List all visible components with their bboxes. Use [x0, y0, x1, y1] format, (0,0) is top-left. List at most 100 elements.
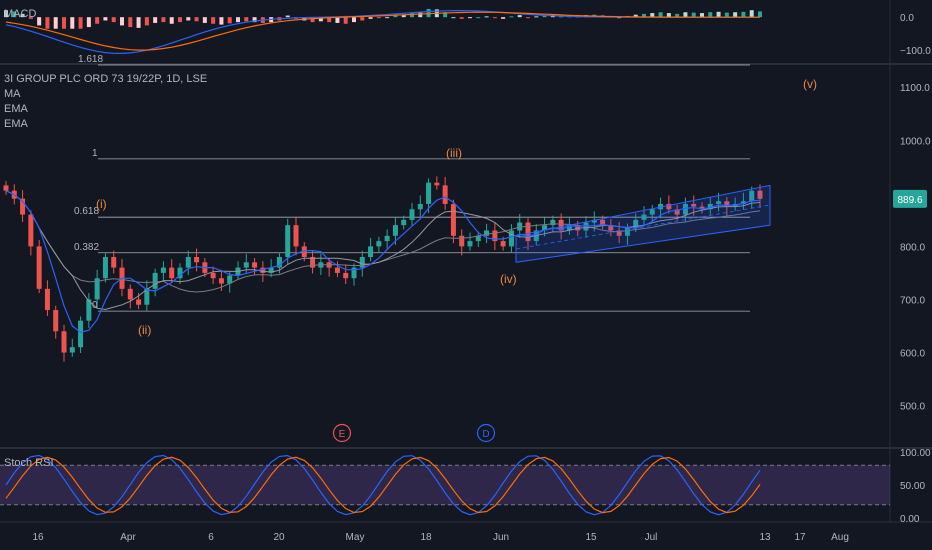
stoch-tick-label: 0.00: [900, 514, 920, 525]
candle-body: [243, 262, 249, 268]
candle-body: [426, 182, 432, 204]
candle-body: [169, 267, 175, 279]
stoch-rsi-label: Stoch RSI: [4, 457, 54, 469]
macd-histogram-bar: [86, 17, 91, 28]
price-tick-label: 500.0: [900, 402, 925, 413]
candle-body: [44, 288, 50, 311]
macd-histogram-bar: [211, 17, 216, 24]
candle-body: [724, 201, 730, 207]
macd-label: MACD: [4, 8, 37, 20]
candle-body: [301, 246, 307, 257]
candle-body: [707, 203, 713, 210]
price-tick-label: 1000.0: [900, 136, 931, 147]
candle-body: [368, 246, 374, 257]
candle-body: [401, 219, 407, 226]
event-marker: [332, 423, 352, 443]
candle-body: [757, 190, 763, 199]
macd-histogram-bar: [352, 17, 356, 23]
macd-histogram-bar: [666, 13, 671, 18]
candle-body: [600, 219, 606, 226]
fib-level-label: 0.618: [74, 206, 99, 217]
macd-histogram-bar: [451, 17, 456, 19]
macd-histogram-bar: [169, 17, 174, 24]
candle-body: [285, 225, 291, 257]
candle-body: [111, 257, 117, 268]
macd-histogram-bar: [343, 17, 348, 24]
macd-histogram-bar: [633, 14, 638, 18]
candle-body: [86, 299, 92, 321]
macd-histogram-bar: [327, 17, 332, 23]
macd-histogram-bar: [426, 8, 431, 18]
channel-midline: [515, 204, 771, 250]
event-marker-letter: D: [482, 429, 489, 440]
candle-body: [260, 267, 266, 273]
candle-body: [78, 320, 84, 348]
macd-histogram-bar: [128, 17, 133, 28]
candle-body: [682, 203, 688, 215]
macd-histogram-bar: [700, 13, 704, 18]
wave-label: (i): [96, 197, 107, 211]
fib-level-label: 0.382: [74, 242, 99, 253]
candle-body: [102, 257, 108, 279]
candle-body: [310, 257, 316, 268]
time-tick-label: Jul: [645, 532, 658, 543]
macd-histogram-bar: [95, 17, 100, 24]
macd-histogram-bar: [517, 15, 522, 18]
candle-body: [53, 310, 59, 332]
macd-histogram-bar: [376, 17, 381, 19]
candle-body: [641, 214, 647, 220]
ema2-label: EMA: [4, 118, 28, 130]
candle-body: [740, 201, 746, 204]
candle-body: [351, 267, 357, 279]
macd-histogram-bar: [227, 17, 232, 24]
macd-histogram-bar: [733, 12, 738, 18]
candle-body: [69, 347, 75, 353]
ema1-label: EMA: [4, 103, 28, 115]
candle-body: [177, 267, 183, 279]
candle-body: [392, 225, 398, 236]
symbol-title: 3I GROUP PLC ORD 73 19/22P, 1D, LSE: [4, 73, 208, 85]
last-price-label: 889.6: [897, 195, 922, 206]
macd-histogram-bar: [716, 11, 721, 18]
macd-histogram-bar: [526, 17, 530, 19]
candle-body: [450, 203, 456, 236]
candle-body: [674, 209, 680, 215]
fib-level-label: 1: [92, 148, 98, 159]
candle-body: [624, 227, 630, 236]
macd-histogram-bar: [194, 17, 199, 22]
macd-histogram-bar: [70, 17, 75, 29]
macd-histogram-bar: [650, 13, 655, 18]
macd-histogram-bar: [20, 13, 25, 18]
candle-body: [343, 272, 349, 279]
candle-body: [616, 230, 622, 236]
macd-histogram-bar: [186, 17, 191, 21]
macd-histogram-bar: [476, 17, 481, 19]
time-tick-label: 6: [208, 532, 214, 543]
candle-body: [417, 203, 423, 210]
wave-label: (iv): [500, 272, 517, 286]
candle-body: [633, 219, 639, 228]
macd-histogram-bar: [443, 12, 448, 18]
macd-histogram-bar: [724, 12, 729, 18]
time-tick-label: Apr: [120, 532, 136, 543]
candle-body: [484, 230, 490, 236]
stoch-band: [0, 465, 890, 505]
candle-body: [376, 241, 382, 247]
candle-body: [467, 241, 473, 247]
candle-body: [492, 230, 498, 242]
stoch-tick-label: 50.00: [900, 481, 925, 492]
wave-label: (ii): [138, 323, 151, 337]
candle-body: [28, 214, 34, 247]
macd-histogram-bar: [418, 12, 423, 18]
macd-histogram-bar: [335, 17, 340, 23]
candle-body: [517, 222, 523, 231]
macd-histogram-bar: [62, 17, 66, 29]
ema-fast-line: [5, 190, 761, 333]
price-channel: [515, 184, 771, 263]
macd-tick-label: −100.0: [900, 46, 931, 57]
macd-histogram-bar: [236, 17, 240, 23]
macd-histogram-bar: [4, 10, 8, 18]
macd-histogram-bar: [509, 16, 514, 18]
candle-body: [475, 235, 481, 242]
